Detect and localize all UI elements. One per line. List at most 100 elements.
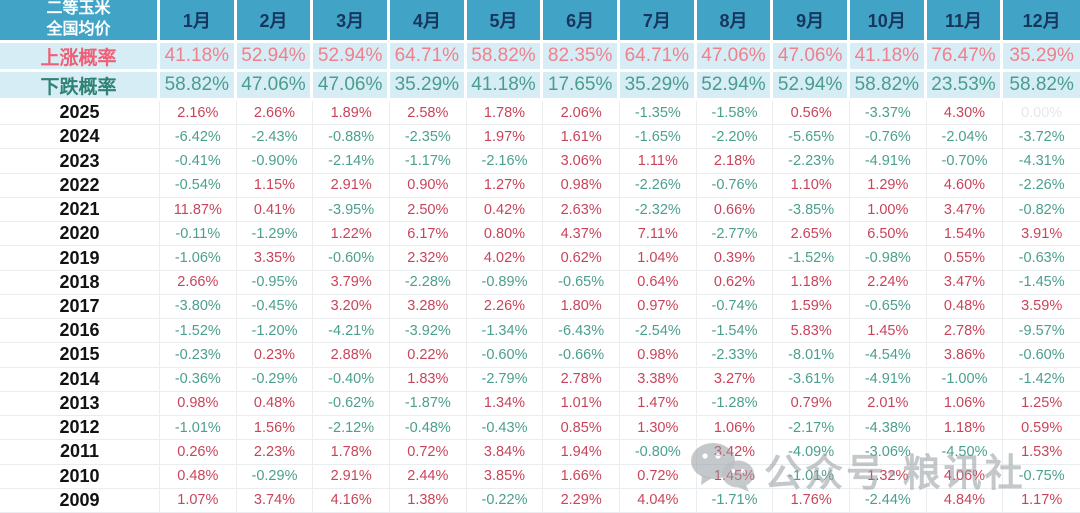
fall-probability-value: 35.29%: [619, 72, 697, 101]
monthly-change-cell: -8.01%: [773, 343, 850, 368]
monthly-change-cell: -1.29%: [236, 222, 314, 247]
monthly-change-cell: 2.18%: [696, 149, 774, 174]
year-label: 2022: [0, 173, 160, 198]
monthly-change-cell: 3.42%: [696, 440, 774, 465]
monthly-change-cell: -2.20%: [696, 125, 774, 150]
monthly-change-cell: 1.56%: [236, 416, 314, 441]
monthly-change-cell: -2.26%: [619, 173, 697, 198]
monthly-change-cell: -1.00%: [926, 367, 1004, 392]
year-label: 2019: [0, 246, 160, 271]
monthly-change-cell: 0.72%: [619, 464, 697, 489]
month-header-sep: 9月: [773, 0, 850, 43]
year-label: 2010: [0, 464, 160, 489]
monthly-change-cell: 0.23%: [236, 343, 314, 368]
month-header-jan: 1月: [160, 0, 237, 43]
monthly-change-cell: 0.79%: [773, 391, 850, 417]
monthly-change-cell: 0.72%: [389, 440, 467, 465]
monthly-change-cell: 3.47%: [926, 270, 1004, 295]
monthly-change-cell: -0.82%: [1003, 197, 1080, 223]
monthly-change-cell: 0.98%: [619, 343, 697, 368]
monthly-change-cell: 0.98%: [543, 173, 620, 198]
monthly-change-cell: -2.12%: [313, 416, 390, 441]
monthly-change-cell: -1.58%: [696, 101, 774, 126]
monthly-change-cell: 2.44%: [389, 464, 467, 489]
monthly-change-cell: -0.98%: [849, 246, 927, 271]
monthly-change-cell: 2.66%: [236, 101, 314, 126]
fall-probability-value: 17.65%: [543, 72, 620, 101]
fall-probability-value: 58.82%: [1003, 72, 1080, 101]
fall-probability-value: 23.53%: [926, 72, 1004, 101]
monthly-change-cell: -0.48%: [389, 416, 467, 441]
monthly-change-cell: -0.41%: [160, 149, 237, 174]
rise-probability-value: 35.29%: [1003, 43, 1080, 72]
monthly-change-cell: 1.54%: [926, 222, 1004, 247]
year-label: 2024: [0, 125, 160, 150]
monthly-change-cell: -3.06%: [849, 440, 927, 465]
monthly-change-cell: 4.60%: [926, 173, 1004, 198]
monthly-change-cell: 2.58%: [389, 101, 467, 126]
rise-probability-value: 64.71%: [389, 43, 467, 72]
rise-probability-value: 41.18%: [160, 43, 237, 72]
monthly-change-cell: 6.50%: [849, 222, 927, 247]
monthly-change-cell: 1.18%: [773, 270, 850, 295]
fall-probability-value: 47.06%: [236, 72, 314, 101]
monthly-change-cell: -3.85%: [773, 197, 850, 223]
monthly-change-cell: -2.28%: [389, 270, 467, 295]
monthly-change-cell: 1.94%: [543, 440, 620, 465]
monthly-change-cell: 3.59%: [1003, 294, 1080, 320]
monthly-change-cell: 4.37%: [543, 222, 620, 247]
monthly-change-cell: -0.90%: [236, 149, 314, 174]
monthly-change-cell: 1.45%: [696, 464, 774, 489]
monthly-change-cell: -0.63%: [1003, 246, 1080, 271]
monthly-change-cell: -2.26%: [1003, 173, 1080, 198]
monthly-change-cell: 1.29%: [849, 173, 927, 198]
monthly-change-cell: -0.76%: [849, 125, 927, 150]
monthly-change-cell: -1.45%: [1003, 270, 1080, 295]
monthly-change-cell: 1.32%: [849, 464, 927, 489]
monthly-change-cell: -2.44%: [849, 488, 927, 513]
rise-probability-value: 64.71%: [619, 43, 697, 72]
monthly-change-cell: -0.60%: [466, 343, 544, 368]
monthly-change-cell: 2.65%: [773, 222, 850, 247]
monthly-change-cell: 1.45%: [849, 319, 927, 344]
monthly-change-cell: -6.43%: [543, 319, 620, 344]
monthly-change-cell: 2.24%: [849, 270, 927, 295]
monthly-change-cell: 1.78%: [466, 101, 544, 126]
monthly-change-cell: 0.48%: [236, 391, 314, 417]
monthly-change-cell: -4.91%: [849, 367, 927, 392]
monthly-change-cell: -4.91%: [849, 149, 927, 174]
monthly-change-cell: 1.47%: [619, 391, 697, 417]
monthly-change-cell: 3.79%: [313, 270, 390, 295]
month-header-dec: 12月: [1003, 0, 1080, 43]
monthly-change-cell: -0.22%: [466, 488, 544, 513]
year-label: 2018: [0, 270, 160, 295]
monthly-change-cell: -2.43%: [236, 125, 314, 150]
monthly-change-cell: -3.92%: [389, 319, 467, 344]
month-header-jul: 7月: [619, 0, 697, 43]
monthly-change-cell: -1.54%: [696, 319, 774, 344]
monthly-change-cell: 2.91%: [313, 173, 390, 198]
monthly-change-cell: -1.52%: [773, 246, 850, 271]
monthly-change-cell: -2.77%: [696, 222, 774, 247]
monthly-change-cell: 1.97%: [466, 125, 544, 150]
monthly-change-cell: -1.34%: [466, 319, 544, 344]
monthly-change-cell: 0.62%: [543, 246, 620, 271]
corner-header-line2: 全国均价: [46, 21, 111, 38]
monthly-change-cell: -1.87%: [389, 391, 467, 417]
monthly-change-cell: 1.53%: [1003, 440, 1080, 465]
monthly-change-cell: 3.85%: [466, 464, 544, 489]
monthly-change-cell: -0.60%: [1003, 343, 1080, 368]
monthly-change-cell: -0.11%: [160, 222, 237, 247]
rise-probability-value: 47.06%: [773, 43, 850, 72]
monthly-change-cell: 0.90%: [389, 173, 467, 198]
fall-probability-value: 58.82%: [160, 72, 237, 101]
monthly-change-cell: 1.34%: [466, 391, 544, 417]
month-header-may: 5月: [466, 0, 544, 43]
monthly-change-cell: 0.22%: [389, 343, 467, 368]
monthly-change-cell: -2.54%: [619, 319, 697, 344]
monthly-change-cell: 1.22%: [313, 222, 390, 247]
monthly-change-cell: 2.16%: [160, 101, 237, 126]
monthly-change-cell: -3.61%: [773, 367, 850, 392]
monthly-change-cell: -0.23%: [160, 343, 237, 368]
